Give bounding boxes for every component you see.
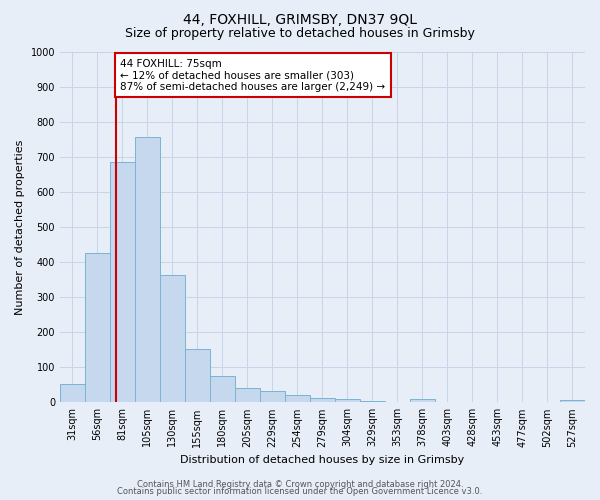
X-axis label: Distribution of detached houses by size in Grimsby: Distribution of detached houses by size … [181,455,464,465]
Text: 44, FOXHILL, GRIMSBY, DN37 9QL: 44, FOXHILL, GRIMSBY, DN37 9QL [183,12,417,26]
Bar [210,376,235,402]
Bar [335,399,360,402]
Bar [410,400,435,402]
Bar [160,275,185,402]
Bar [185,348,210,403]
Bar [110,162,135,402]
Text: Contains public sector information licensed under the Open Government Licence v3: Contains public sector information licen… [118,487,482,496]
Bar [85,253,110,402]
Text: 44 FOXHILL: 75sqm
← 12% of detached houses are smaller (303)
87% of semi-detache: 44 FOXHILL: 75sqm ← 12% of detached hous… [120,58,385,92]
Text: Contains HM Land Registry data © Crown copyright and database right 2024.: Contains HM Land Registry data © Crown c… [137,480,463,489]
Bar [560,400,585,402]
Text: Size of property relative to detached houses in Grimsby: Size of property relative to detached ho… [125,28,475,40]
Bar [135,136,160,402]
Y-axis label: Number of detached properties: Number of detached properties [15,139,25,314]
Bar [310,398,335,402]
Bar [360,400,385,402]
Bar [235,388,260,402]
Bar [60,384,85,402]
Bar [260,390,285,402]
Bar [285,396,310,402]
